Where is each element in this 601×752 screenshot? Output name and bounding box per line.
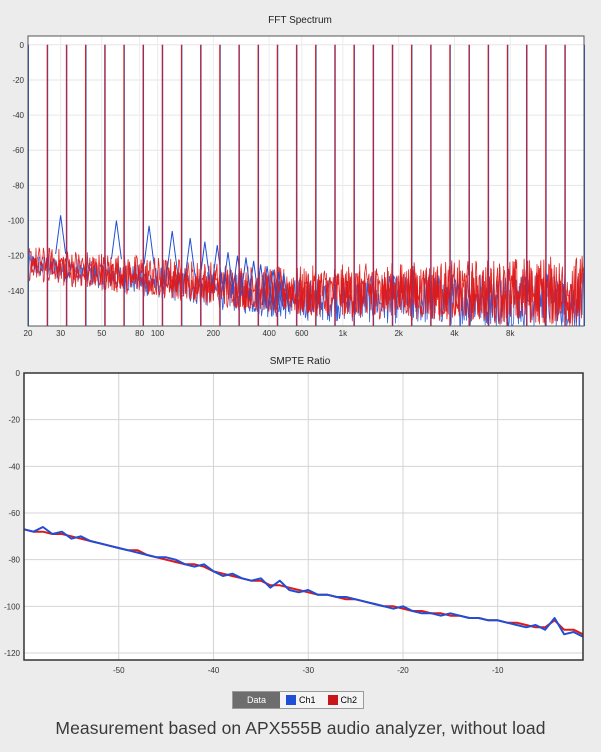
ch1-bump: [231, 255, 243, 295]
fft-spectrum-chart: FFT Spectrum 0 -20 -40 -60 -80 -100 -120 -140 2…: [8, 15, 585, 338]
ch1-bump: [110, 220, 122, 260]
smpte-ratio-chart: SMPTE Ratio 0 -20 -40 -60 -80 -100 -120 -50 -40…: [4, 356, 584, 675]
x-tick-label: 2k: [394, 329, 403, 338]
plot-frame: [23, 372, 584, 661]
y-tick-label: -40: [8, 462, 20, 471]
ch1-bump: [143, 225, 155, 265]
x-tick-label: -30: [302, 666, 314, 675]
series-lines: [23, 526, 584, 638]
legend-label-ch1: Ch1: [299, 695, 316, 705]
legend-item-ch1[interactable]: Ch1: [280, 695, 322, 705]
chart-title: SMPTE Ratio: [270, 356, 331, 367]
x-tick-label: -50: [113, 666, 125, 675]
legend-label-ch2: Ch2: [340, 695, 358, 705]
ch1-bump: [55, 215, 67, 255]
x-tick-label: -20: [397, 666, 409, 675]
y-tick-label: -120: [4, 649, 21, 658]
series-line-ch1: [23, 526, 584, 638]
y-tick-label: -60: [12, 146, 24, 155]
noise-floor-traces: [27, 246, 585, 327]
y-tick-label: -120: [8, 252, 25, 261]
x-tick-label: 80: [135, 329, 144, 338]
ch1-bump: [240, 257, 252, 297]
y-tick-label: -100: [8, 217, 25, 226]
ch1-bump: [184, 238, 196, 277]
ch1-bump: [273, 271, 285, 311]
x-tick-label: 100: [151, 329, 165, 338]
legend-item-ch2[interactable]: Ch2: [322, 695, 364, 705]
x-tick-label: 50: [97, 329, 106, 338]
y-tick-label: -20: [12, 76, 24, 85]
ch1-bump: [248, 260, 260, 300]
legend: Data Ch1 Ch2: [232, 691, 365, 709]
y-tick-label: -20: [8, 416, 20, 425]
ch2-swatch: [327, 695, 338, 705]
ch2-noise-trace: [27, 258, 585, 324]
y-axis-ticks: 0 -20 -40 -60 -80 -100 -120: [4, 369, 21, 658]
x-tick-label: 8k: [506, 329, 515, 338]
ch1-bump: [166, 231, 178, 270]
ch1-bump: [267, 269, 279, 309]
harmonic-bumps: [55, 215, 290, 313]
x-tick-label: 4k: [450, 329, 459, 338]
ch1-swatch: [286, 695, 297, 705]
x-tick-label: 600: [295, 329, 309, 338]
legend-header: Data: [233, 692, 281, 708]
harmonic-spikes: [27, 44, 585, 326]
y-tick-label: -60: [8, 509, 20, 518]
x-tick-label: 30: [56, 329, 65, 338]
measurement-caption: Measurement based on APX555B audio analy…: [55, 718, 546, 738]
ch1-noise-trace: [27, 253, 585, 327]
x-tick-label: -10: [492, 666, 504, 675]
x-tick-label: -40: [208, 666, 220, 675]
y-tick-label: -100: [4, 602, 21, 611]
y-tick-label: -80: [8, 556, 20, 565]
x-tick-label: 200: [207, 329, 221, 338]
y-tick-label: -80: [12, 181, 24, 190]
y-tick-label: 0: [16, 369, 21, 378]
y-tick-label: -140: [8, 287, 25, 296]
x-tick-label: 20: [24, 329, 33, 338]
plot-area: [24, 373, 583, 660]
x-axis-ticks: -50 -40 -30 -20 -10: [113, 666, 504, 675]
y-axis-ticks: 0 -20 -40 -60 -80 -100 -120 -140: [8, 41, 25, 296]
ch1-bump: [222, 252, 234, 291]
ch2-noise-trace: [27, 246, 585, 327]
ch1-bump: [278, 273, 290, 313]
y-tick-label: -40: [12, 111, 24, 120]
x-tick-label: 1k: [339, 329, 348, 338]
y-tick-label: 0: [20, 41, 25, 50]
plot-frame: [27, 35, 585, 327]
chart-title: FFT Spectrum: [268, 15, 332, 26]
x-tick-label: 400: [262, 329, 276, 338]
x-axis-ticks: 20 30 50 80 100 200 400 600 1k 2k 4k 8k: [24, 329, 516, 338]
